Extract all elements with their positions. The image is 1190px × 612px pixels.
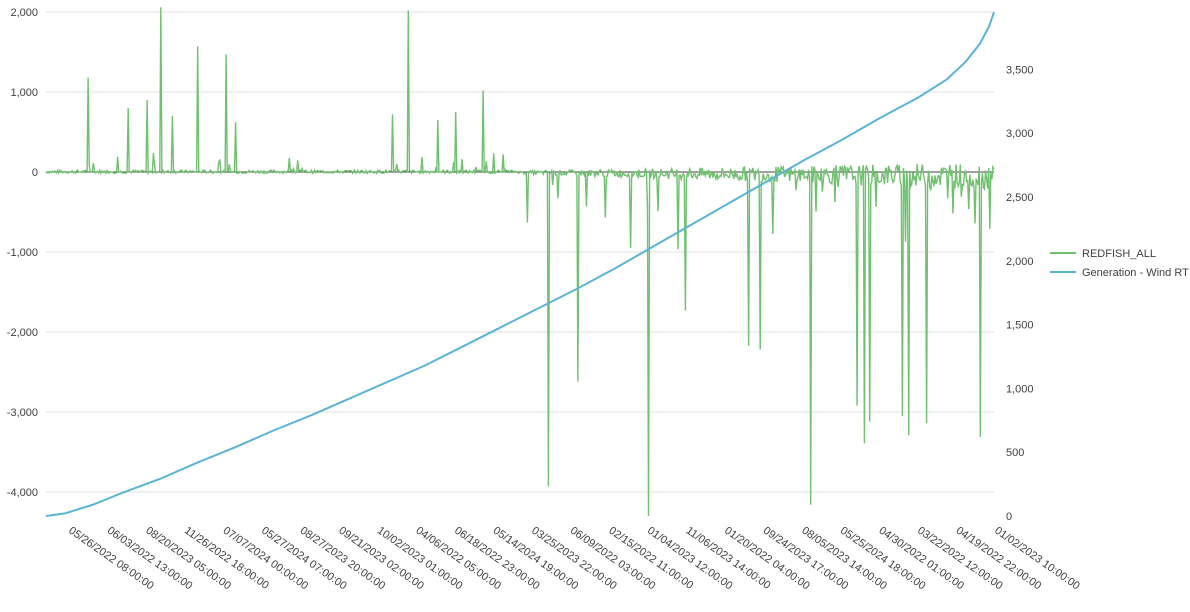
left-tick-label: -2,000 [7,327,38,339]
left-tick-label: -4,000 [7,487,38,499]
legend-label-redfish-all: REDFISH_ALL [1082,248,1156,260]
left-tick-label: 0 [32,167,38,179]
left-axis-ticks: -4,000 -3,000 -2,000 -1,000 0 1,000 2,000 [7,7,38,499]
gridlines [46,12,994,492]
right-tick-label: 1,000 [1006,383,1034,395]
left-tick-label: 1,000 [10,87,38,99]
left-tick-label: 2,000 [10,7,38,19]
right-axis-ticks: 0 500 1,000 1,500 2,000 2,500 3,000 3,500 [1006,64,1034,523]
series-line-redfish-all [46,7,994,516]
left-tick-label: -1,000 [7,247,38,259]
right-tick-label: 3,500 [1006,64,1034,76]
legend: REDFISH_ALL Generation - Wind RT [1050,248,1189,279]
right-tick-label: 2,500 [1006,192,1034,204]
series-generation-wind-rt [46,12,994,516]
right-tick-label: 2,000 [1006,256,1034,268]
series-redfish-all [46,7,994,516]
series-line-generation-wind-rt [46,12,994,516]
right-tick-label: 500 [1006,447,1024,459]
right-tick-label: 0 [1006,511,1012,523]
right-tick-label: 3,000 [1006,128,1034,140]
legend-label-generation-wind-rt: Generation - Wind RT [1082,267,1189,279]
left-tick-label: -3,000 [7,407,38,419]
right-tick-label: 1,500 [1006,320,1034,332]
